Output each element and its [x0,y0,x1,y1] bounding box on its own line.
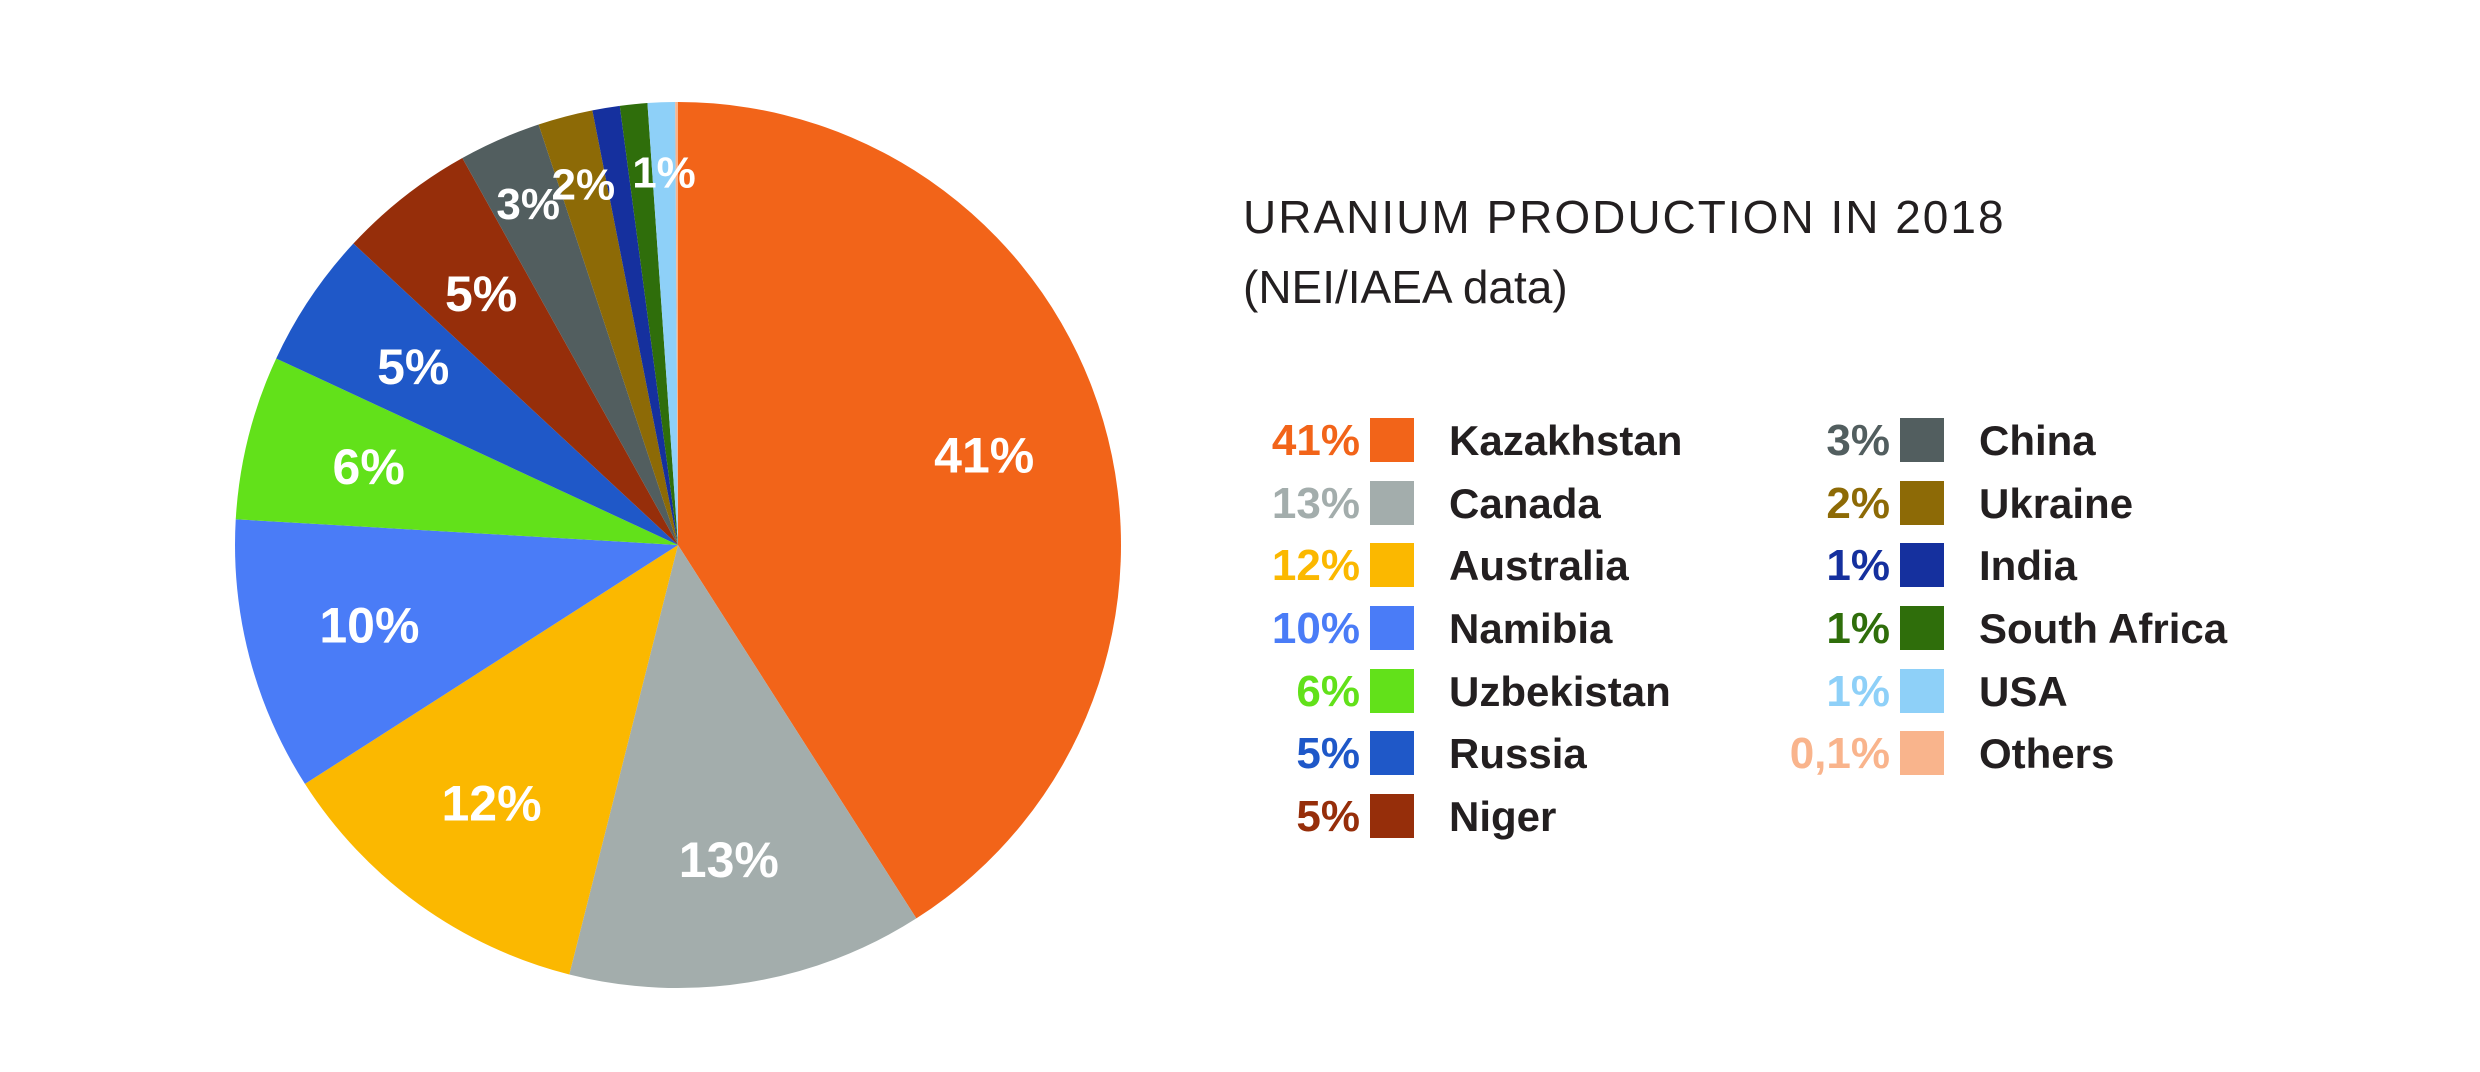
legend-label: USA [1979,667,2068,715]
legend-swatch [1900,731,1944,776]
pie-slice-namibia [235,519,678,784]
legend-swatch [1900,606,1944,651]
legend-swatch [1900,480,1944,525]
legend-label: Kazakhstan [1449,417,1683,464]
pie-slice-label-usa: 1% [632,149,696,198]
legend-swatch [1370,606,1414,651]
legend-label: Namibia [1449,605,1613,653]
legend-value: 2% [1826,478,1890,528]
legend-value: 1% [1826,604,1890,654]
legend-swatch [1370,794,1414,839]
legend-value: 12% [1271,541,1360,591]
pie-slice-uzbekistan [235,358,678,545]
legend-swatch [1370,418,1414,462]
legend-label: Russia [1449,730,1587,778]
legend-item-uzbekistan: 6% Uzbekistan [1230,663,1770,726]
legend-swatch [1900,543,1944,588]
legend-column-1: 41% Kazakhstan 13% Canada 12% Australia 10% Nam… [1230,412,1770,851]
legend-item-south-africa: 1% South Africa [1760,600,2300,663]
legend-value: 10% [1271,604,1360,654]
pie-slice-label-namibia: 10% [319,598,419,654]
legend-value: 6% [1296,666,1360,716]
legend-label: Canada [1449,479,1601,527]
legend-swatch [1900,418,1944,462]
chart-subtitle: (NEI/IAEA data) [1243,261,1568,313]
pie-slice-australia [304,545,678,975]
legend-swatch [1370,480,1414,525]
legend-label: Australia [1449,542,1629,590]
legend-value: 0,1% [1789,729,1890,779]
legend-item-niger: 5% Niger [1230,788,1770,851]
legend-item-india: 1% India [1760,537,2300,600]
legend-value: 13% [1271,478,1360,528]
pie-slice-india [592,105,678,545]
pie-slice-label-russia: 5% [377,339,449,395]
legend-item-namibia: 10% Namibia [1230,600,1770,663]
pie-slice-label-china: 3% [496,180,560,229]
pie-slice-label-uzbekistan: 6% [333,439,405,495]
pie-slice-ukraine [538,110,678,545]
legend-value: 5% [1296,792,1360,842]
pie-slice-canada [569,545,917,988]
legend-value: 3% [1826,416,1890,465]
legend-label: Niger [1449,793,1557,841]
legend-value: 41% [1271,416,1360,465]
legend-label: South Africa [1979,605,2228,653]
pie-slice-labels: 41% 13% 12% 10% 6% 5% 5% 3%2% 1% [319,149,1034,888]
pie-slice-label-canada: 13% [679,832,779,888]
chart-title: URANIUM PRODUCTION IN 2018 [1243,191,2006,243]
legend-swatch [1900,668,1944,713]
pie-slice-others [675,102,678,545]
legend-column-2: 3% China 2% Ukraine 1% India 1% South Africa 1% U… [1760,412,2300,788]
legend-item-ukraine: 2% Ukraine [1760,475,2300,538]
pie-slice-label-niger: 5% [445,266,517,322]
pie-slice-kazakhstan [678,102,1122,919]
legend-item-usa: 1% USA [1760,663,2300,726]
legend-label: Others [1979,730,2115,778]
pie-slice-usa [647,102,678,545]
legend-label: Ukraine [1979,479,2134,527]
pie-slice-label-australia: 12% [441,776,541,832]
legend-item-kazakhstan: 41% Kazakhstan [1230,412,1770,475]
legend-value: 1% [1826,541,1890,591]
legend-swatch [1370,731,1414,776]
pie-slice-niger [353,158,678,545]
legend-item-china: 3% China [1760,412,2300,475]
legend-label: Uzbekistan [1449,667,1671,715]
legend-label: China [1979,417,2096,464]
legend-label: India [1979,542,2078,590]
pie-slices [235,102,1122,988]
legend-item-others: 0,1% Others [1760,725,2300,788]
legend-swatch [1370,543,1414,588]
pie-slice-russia [276,243,678,545]
pie-slice-china [462,124,678,545]
legend-value: 5% [1296,729,1360,779]
pie-slice-label-kazakhstan: 41% [934,428,1034,484]
legend-item-russia: 5% Russia [1230,725,1770,788]
legend-value: 1% [1826,666,1890,716]
legend-item-australia: 12% Australia [1230,537,1770,600]
pie-slice-south-africa [619,103,678,546]
legend-item-canada: 13% Canada [1230,475,1770,538]
legend-swatch [1370,668,1414,713]
pie-slice-label-ukraine: 2% [551,161,615,210]
